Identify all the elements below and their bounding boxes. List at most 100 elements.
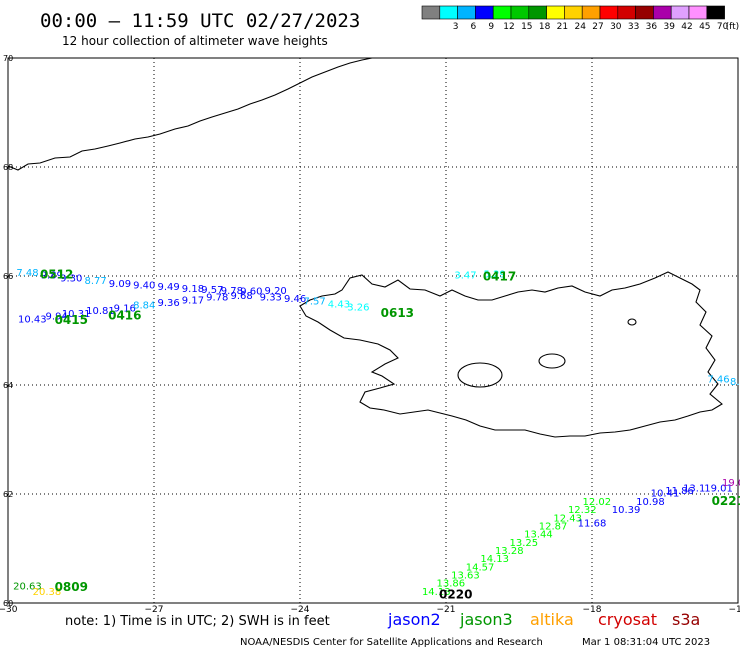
colorbar-swatch xyxy=(564,5,583,20)
wave-height-label: 10.98 xyxy=(636,497,665,508)
wave-height-label: 9.78 xyxy=(206,293,228,304)
wave-height-label: 9.16 xyxy=(114,303,136,314)
y-tick-label: 66 xyxy=(3,272,13,281)
colorbar-swatch xyxy=(475,5,494,20)
wave-height-label: 9.57 xyxy=(201,285,223,296)
colorbar-label: 18 xyxy=(539,22,551,32)
legend-s3a: s3a xyxy=(672,610,700,629)
wave-height-points: 7.48 9.899.30 8.77 9.09 9.40 9.49 9.189.579.78… xyxy=(13,268,740,598)
wave-height-label: 10.43 xyxy=(18,314,47,325)
pass-time-label: 0809 xyxy=(55,580,88,594)
wave-height-label: 11.86 xyxy=(665,486,694,497)
wave-height-label: 14.13 xyxy=(480,554,509,565)
wave-height-label: 9.20 xyxy=(265,286,287,297)
colorbar-label: 6 xyxy=(471,22,477,32)
wave-height-label: 9.94 xyxy=(46,312,68,323)
wave-height-label: 7.57 xyxy=(303,296,325,307)
units-note: note: 1) Time is in UTC; 2) SWH is in fe… xyxy=(65,614,330,629)
axis-tick-labels: −30 −27 −24 −21 −18 −15 70 68 66 64 62 60 xyxy=(0,54,740,615)
x-tick-label: −21 xyxy=(437,605,456,615)
wave-height-label: 10.31 xyxy=(62,309,91,320)
wave-height-label: 9.49 xyxy=(157,282,179,293)
greenland-coast xyxy=(7,57,373,171)
colorbar-label: 45 xyxy=(699,22,710,32)
colorbar-swatch xyxy=(457,5,476,20)
pass-time-label: 0417 xyxy=(483,269,516,283)
colorbar-swatch xyxy=(670,5,690,20)
wave-height-label: 9.30 xyxy=(60,273,82,284)
pass-time-label: 0512 xyxy=(40,268,73,282)
colorbar-label: 21 xyxy=(557,22,568,32)
wave-height-label: 7.46 xyxy=(707,374,729,385)
x-tick-label: −24 xyxy=(291,605,310,615)
x-tick-label: −15 xyxy=(729,605,740,615)
wave-height-label: 13.44 xyxy=(524,530,553,541)
pass-time-label: 0221 xyxy=(712,494,740,508)
colorbar-swatch xyxy=(688,5,708,20)
wave-height-label: 13.63 xyxy=(451,570,480,581)
colorbar-label: 36 xyxy=(646,22,658,32)
coastline xyxy=(7,57,723,438)
colorbar-label: 30 xyxy=(610,22,622,32)
y-tick-label: 62 xyxy=(3,490,13,499)
colorbar-label: 33 xyxy=(628,22,639,32)
lat-lon-grid xyxy=(8,58,738,603)
plot-frame xyxy=(7,57,739,604)
wave-height-label: 10.39 xyxy=(612,505,641,516)
wave-height-label: 13.25 xyxy=(510,538,539,549)
colorbar-label: 12 xyxy=(503,22,514,32)
wave-height-label: 9.18 xyxy=(182,284,204,295)
x-tick-label: −18 xyxy=(583,605,602,615)
wave-height-label: 20.38 xyxy=(33,587,62,598)
colorbar-label: 27 xyxy=(592,22,603,32)
wave-height-label: 9.36 xyxy=(157,298,179,309)
wave-height-label: 14.57 xyxy=(466,562,495,573)
iceland-coast xyxy=(299,271,723,438)
langjokull-icecap xyxy=(538,353,566,369)
y-tick-label: 60 xyxy=(3,599,13,608)
pass-time-label: 0415 xyxy=(55,313,88,327)
colorbar-label: 3 xyxy=(453,22,459,32)
wave-height-label: 9.68 xyxy=(230,291,252,302)
wave-height-label: 8.84 xyxy=(133,301,155,312)
wave-height-label: 12.43 xyxy=(553,513,582,524)
x-tick-label: −30 xyxy=(0,605,18,615)
colorbar-swatch xyxy=(617,5,636,20)
wave-height-label: 9.40 xyxy=(133,281,155,292)
wave-height-label: 20.63 xyxy=(13,581,42,592)
wave-height-label: 10.41 xyxy=(651,489,680,500)
y-tick-label: 68 xyxy=(3,163,13,172)
wave-height-label: 11.68 xyxy=(578,519,607,530)
wave-height-label: 9.60 xyxy=(240,287,262,298)
footer-credit: NOAA/NESDIS Center for Satellite Applica… xyxy=(240,637,543,648)
wave-height-label: 3.26 xyxy=(347,302,369,313)
colorbar-label: 39 xyxy=(663,22,675,32)
colorbar-swatch xyxy=(492,5,512,20)
wave-height-label: 13.1 xyxy=(683,483,705,494)
wave-height-label: 13.86 xyxy=(437,579,466,590)
wave-height-label: 9.33 xyxy=(260,293,282,304)
wave-height-label: 8.77 xyxy=(84,276,106,287)
colorbar-label: 24 xyxy=(574,22,586,32)
legend-jason2: jason2 xyxy=(387,610,441,629)
wave-height-label: 12.87 xyxy=(539,521,568,532)
pass-time-label: 0416 xyxy=(108,309,141,323)
satellite-legend: jason2 jason3 altika cryosat s3a xyxy=(387,610,700,629)
map-subtitle: 12 hour collection of altimeter wave hei… xyxy=(62,34,328,48)
x-tick-label: −27 xyxy=(145,605,164,615)
y-tick-label: 70 xyxy=(3,54,13,63)
map-title: 00:00 – 11:59 UTC 02/27/2023 xyxy=(40,10,360,32)
wave-height-label: 9.78 xyxy=(221,286,243,297)
colorbar-label: 70 xyxy=(717,22,729,32)
colorbar-swatch xyxy=(581,5,601,20)
pass-time-labels: 0512 0415 0416 0613 0417 0221 0220 0809 xyxy=(40,268,740,602)
colorbar-swatch xyxy=(546,5,565,20)
y-tick-label: 64 xyxy=(3,381,13,390)
wave-height-colorbar: 3 6 9 12 15 18 21 24 27 30 33 36 39 42 45 70(ft) xyxy=(421,5,740,32)
wave-height-label: 14.13 xyxy=(422,587,451,598)
colorbar-swatch xyxy=(528,5,547,20)
wave-height-label: 9.17 xyxy=(182,295,204,306)
colorbar-unit: (ft) xyxy=(726,22,740,32)
wave-height-label: 4.43 xyxy=(328,300,350,311)
colorbar-swatch xyxy=(599,5,619,20)
